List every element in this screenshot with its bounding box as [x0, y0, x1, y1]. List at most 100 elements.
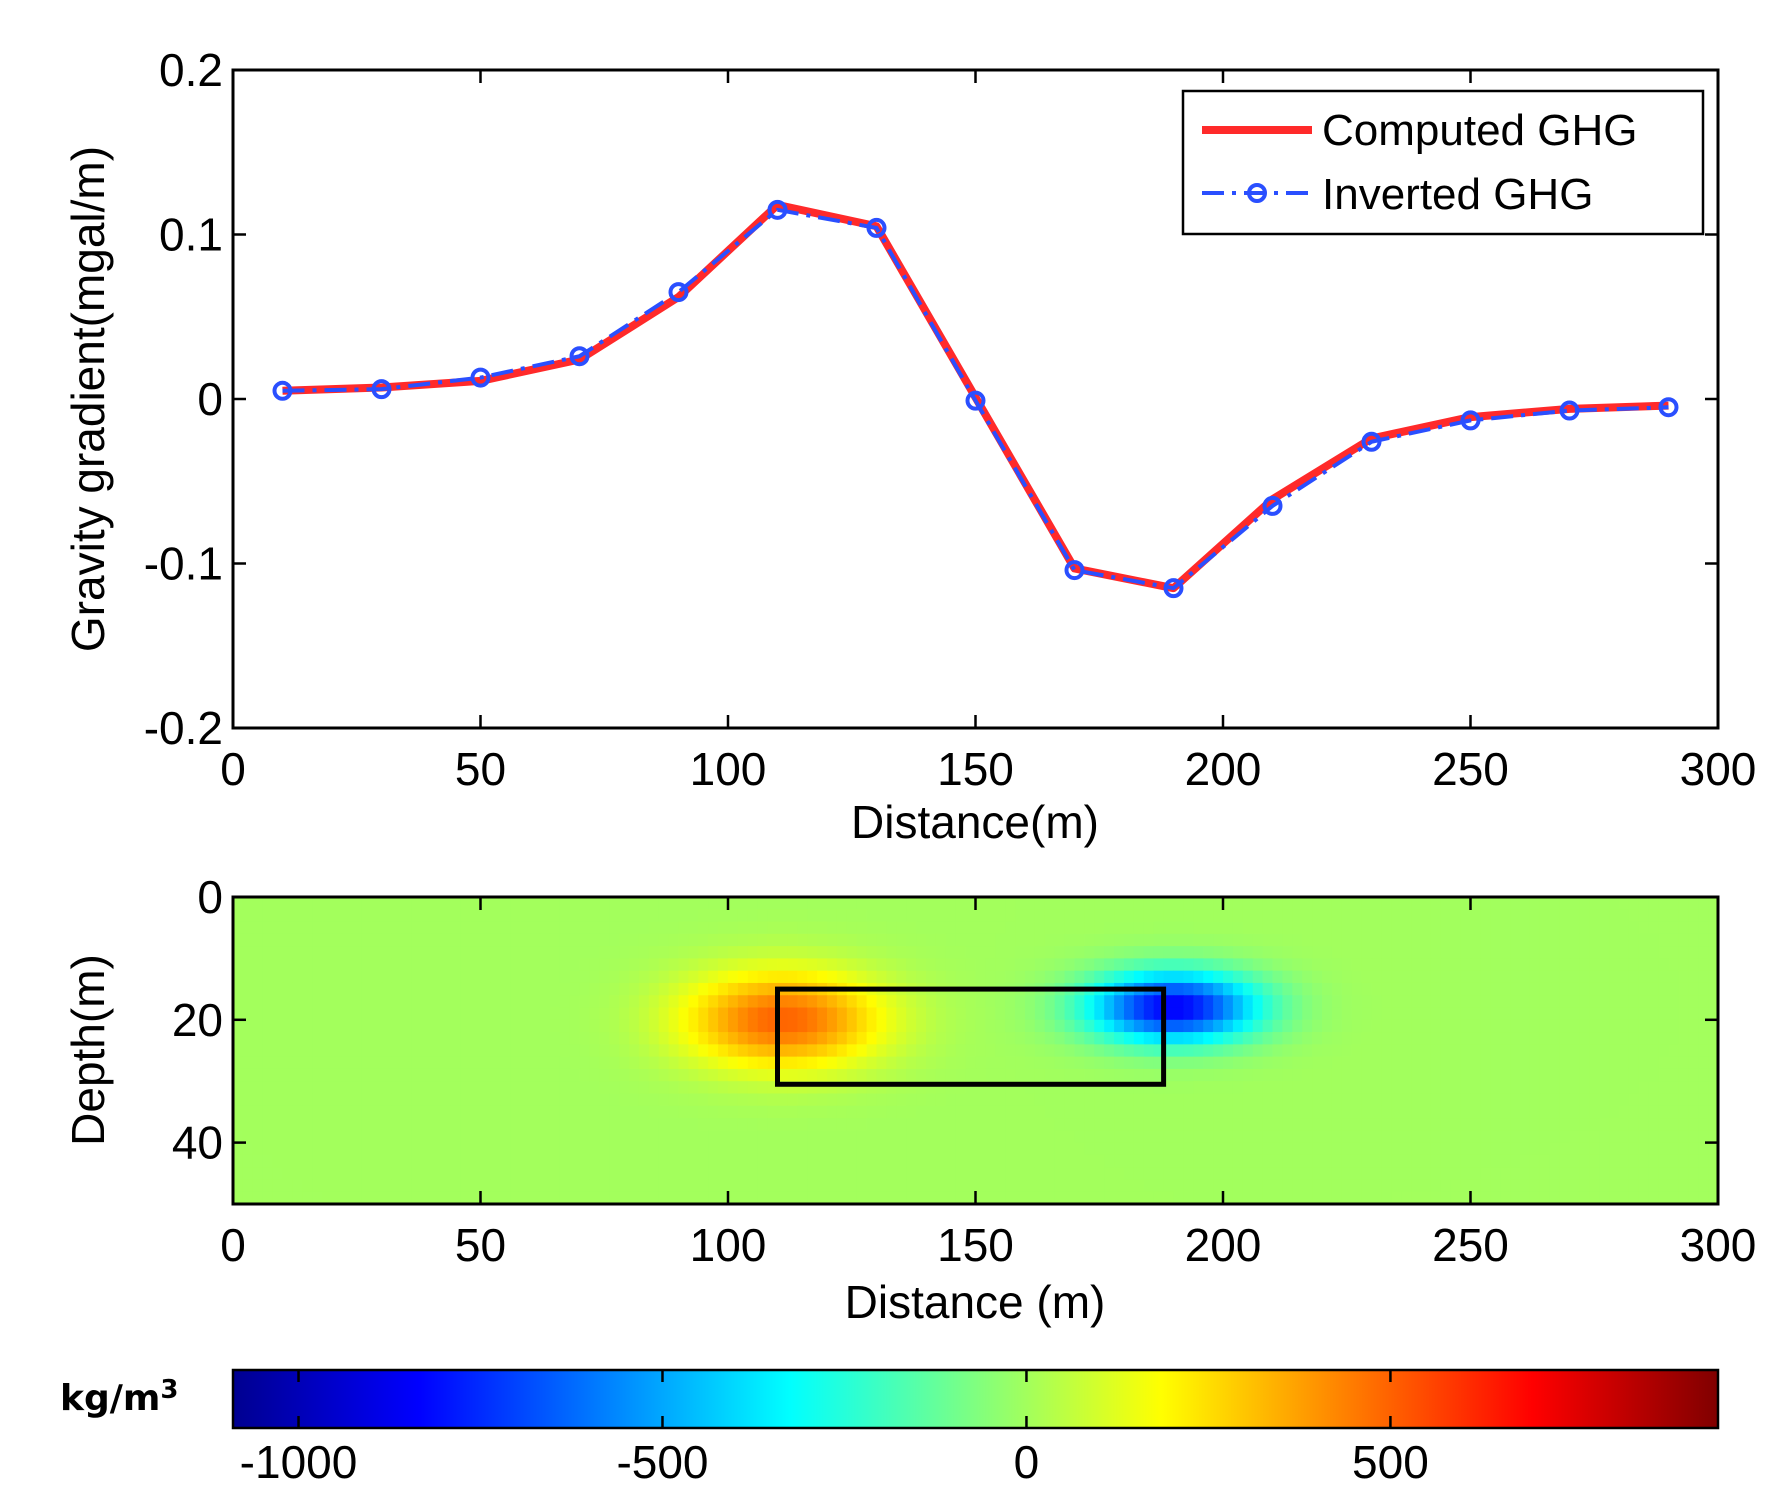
heatmap-cell: [332, 1093, 343, 1107]
heatmap-cell: [233, 1019, 244, 1033]
heatmap-cell: [856, 1142, 868, 1156]
heatmap-cell: [1520, 1167, 1531, 1181]
heatmap-cell: [1391, 1179, 1402, 1193]
heatmap-cell: [569, 946, 581, 959]
heatmap-cell: [1381, 1068, 1392, 1082]
heatmap-cell: [619, 909, 630, 923]
legend: Computed GHG Inverted GHG: [1181, 89, 1705, 236]
heatmap-cell: [678, 933, 689, 947]
heatmap-cell: [1648, 1007, 1660, 1021]
heatmap-cell: [718, 1142, 729, 1156]
heatmap-cell: [520, 1093, 531, 1107]
heatmap-cell: [262, 1118, 274, 1131]
heatmap-cell: [767, 1093, 779, 1107]
heatmap-cell: [1094, 995, 1105, 1009]
heatmap-cell: [440, 1118, 452, 1131]
heatmap-cell: [450, 1081, 462, 1095]
heatmap-cell: [1381, 933, 1392, 947]
heatmap-cell: [490, 909, 501, 923]
heatmap-cell: [1450, 1179, 1462, 1193]
heatmap-cell: [322, 1130, 333, 1144]
heatmap-cell: [1084, 946, 1095, 959]
heatmap-cell: [1064, 1191, 1076, 1204]
heatmap-cell: [1668, 958, 1679, 972]
heatmap-cell: [1619, 1093, 1630, 1107]
heatmap-cell: [411, 1007, 422, 1021]
heatmap-cell: [668, 1044, 680, 1058]
heatmap-cell: [440, 1068, 452, 1082]
heatmap-cell: [1213, 1081, 1224, 1095]
heatmap-cell: [589, 1019, 600, 1033]
heatmap-cell: [490, 1032, 501, 1045]
heatmap-cell: [549, 909, 561, 923]
heatmap-cell: [1708, 1142, 1718, 1156]
top-y-tick-label: -0.1: [144, 538, 223, 590]
heatmap-cell: [1510, 1007, 1521, 1021]
heatmap-cell: [1173, 1105, 1184, 1119]
heatmap-cell: [846, 1118, 858, 1131]
heatmap-cell: [1599, 1068, 1610, 1082]
heatmap-cell: [351, 1044, 363, 1058]
heatmap-cell: [1421, 946, 1432, 959]
heatmap-cell: [1698, 1032, 1709, 1045]
heatmap-cell: [1599, 1179, 1610, 1193]
heatmap-cell: [1213, 1191, 1224, 1204]
heatmap-cell: [1490, 933, 1501, 947]
heatmap-cell: [1203, 1105, 1214, 1119]
heatmap-cell: [539, 1130, 551, 1144]
heatmap-cell: [757, 1142, 769, 1156]
heatmap-cell: [629, 958, 640, 972]
heatmap-cell: [1084, 1044, 1095, 1058]
heatmap-cell: [836, 1105, 848, 1119]
heatmap-cell: [975, 1081, 986, 1095]
heatmap-cell: [817, 1105, 828, 1119]
heatmap-cell: [490, 1191, 501, 1204]
heatmap-cell: [470, 982, 482, 996]
heatmap-cell: [490, 982, 501, 996]
heatmap-cell: [1183, 1142, 1194, 1156]
heatmap-cell: [698, 982, 709, 996]
heatmap-cell: [1460, 909, 1472, 923]
heatmap-cell: [886, 897, 897, 910]
heatmap-cell: [1143, 933, 1155, 947]
heatmap-cell: [1252, 1167, 1264, 1181]
heatmap-cell: [1183, 1032, 1194, 1045]
heatmap-cell: [926, 909, 937, 923]
heatmap-cell: [1153, 1179, 1165, 1193]
heatmap-cell: [787, 1130, 798, 1144]
heatmap-cell: [1114, 933, 1125, 947]
heatmap-cell: [1440, 1032, 1452, 1045]
heatmap-cell: [1094, 1142, 1105, 1156]
heatmap-cell: [728, 1068, 739, 1082]
heatmap-cell: [718, 1191, 729, 1204]
top-x-tick-label: 100: [690, 743, 767, 795]
heatmap-cell: [1708, 1044, 1718, 1058]
heatmap-cell: [1292, 1032, 1303, 1045]
heatmap-cell: [1470, 933, 1481, 947]
heatmap-cell: [1094, 1154, 1105, 1168]
heatmap-cell: [1371, 1032, 1382, 1045]
heatmap-cell: [718, 995, 729, 1009]
heatmap-cell: [975, 897, 986, 910]
heatmap-cell: [1411, 1142, 1422, 1156]
heatmap-cell: [262, 1179, 274, 1193]
heatmap-cell: [995, 1081, 1006, 1095]
heatmap-cell: [1173, 1130, 1184, 1144]
heatmap-cell: [629, 1093, 640, 1107]
heatmap-cell: [282, 1118, 293, 1131]
heatmap-cell: [1480, 1056, 1491, 1070]
heatmap-cell: [1589, 1142, 1600, 1156]
heatmap-cell: [371, 1032, 383, 1045]
heatmap-cell: [480, 1130, 491, 1144]
heatmap-cell: [1698, 1081, 1709, 1095]
heatmap-cell: [1252, 1154, 1264, 1168]
heatmap-cell: [351, 958, 363, 972]
heatmap-cell: [1302, 1007, 1313, 1021]
heatmap-cell: [728, 958, 739, 972]
heatmap-cell: [836, 1179, 848, 1193]
heatmap-cell: [1421, 1093, 1432, 1107]
heatmap-cell: [272, 1044, 284, 1058]
heatmap-cell: [569, 995, 581, 1009]
heatmap-cell: [1658, 1118, 1670, 1131]
heatmap-cell: [1569, 1032, 1580, 1045]
